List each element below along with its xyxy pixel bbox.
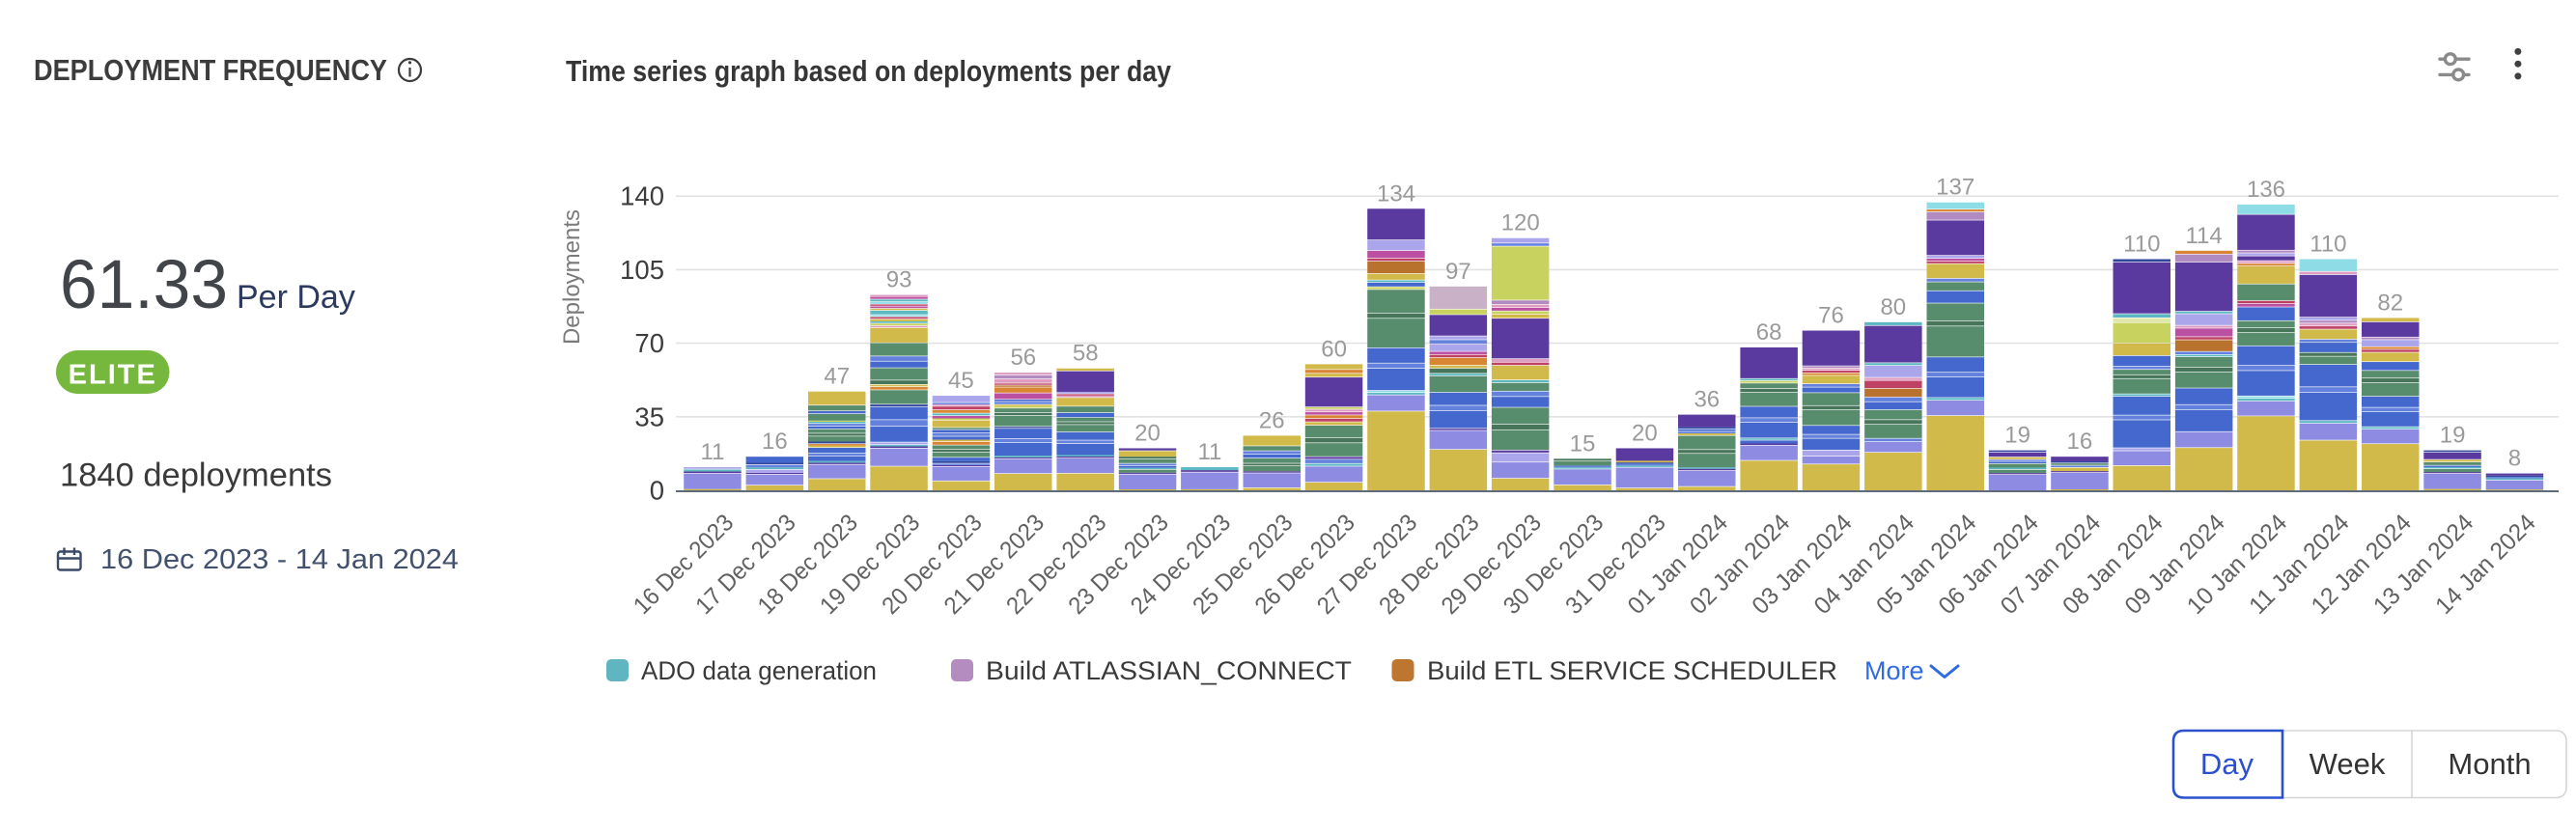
svg-text:110: 110 — [2123, 232, 2160, 258]
svg-text:47: 47 — [824, 364, 850, 390]
svg-text:58: 58 — [1073, 341, 1099, 367]
svg-text:110: 110 — [2310, 232, 2346, 258]
svg-text:8: 8 — [2508, 446, 2521, 472]
svg-text:Deployments: Deployments — [559, 209, 585, 345]
svg-text:20: 20 — [1632, 421, 1658, 447]
svg-text:61.33: 61.33 — [60, 247, 228, 323]
svg-text:ADO data generation: ADO data generation — [641, 656, 877, 685]
svg-text:70: 70 — [634, 328, 664, 358]
svg-text:56: 56 — [1010, 345, 1036, 371]
svg-text:Day: Day — [2200, 747, 2254, 781]
svg-text:82: 82 — [2377, 291, 2403, 317]
svg-text:26: 26 — [1259, 407, 1285, 433]
svg-text:45: 45 — [948, 368, 974, 394]
svg-text:20: 20 — [1134, 421, 1161, 447]
svg-text:Week: Week — [2310, 747, 2386, 781]
svg-text:Time series graph based on dep: Time series graph based on deployments p… — [566, 54, 1172, 88]
svg-text:16: 16 — [762, 429, 788, 455]
svg-text:134: 134 — [1377, 180, 1415, 207]
svg-text:ELITE: ELITE — [69, 360, 157, 391]
svg-text:105: 105 — [620, 255, 664, 285]
svg-text:76: 76 — [1818, 303, 1844, 329]
svg-text:68: 68 — [1756, 319, 1782, 346]
svg-text:Build ATLASSIAN_CONNECT: Build ATLASSIAN_CONNECT — [986, 656, 1352, 685]
svg-text:114: 114 — [2185, 223, 2222, 249]
svg-text:Per Day: Per Day — [237, 279, 355, 316]
svg-text:11: 11 — [701, 439, 725, 465]
svg-text:137: 137 — [1936, 175, 1974, 201]
svg-text:140: 140 — [620, 181, 664, 211]
svg-text:19: 19 — [2440, 423, 2466, 449]
svg-text:15: 15 — [1570, 430, 1596, 457]
svg-text:0: 0 — [650, 476, 664, 506]
svg-text:80: 80 — [1880, 294, 1906, 320]
svg-text:120: 120 — [1501, 210, 1540, 236]
svg-text:97: 97 — [1445, 259, 1471, 285]
svg-text:More: More — [1864, 656, 1924, 685]
svg-text:11: 11 — [1197, 439, 1221, 465]
svg-text:36: 36 — [1694, 387, 1720, 413]
svg-text:16 Dec 2023 - 14 Jan 2024: 16 Dec 2023 - 14 Jan 2024 — [100, 544, 459, 575]
svg-text:60: 60 — [1321, 336, 1347, 362]
svg-text:Month: Month — [2448, 747, 2531, 781]
svg-text:35: 35 — [634, 402, 664, 431]
svg-text:19: 19 — [2004, 423, 2030, 449]
svg-text:Build ETL SERVICE SCHEDULER: Build ETL SERVICE SCHEDULER — [1427, 656, 1837, 685]
svg-text:136: 136 — [2247, 177, 2285, 203]
svg-text:93: 93 — [886, 267, 912, 293]
svg-text:DEPLOYMENT FREQUENCY: DEPLOYMENT FREQUENCY — [34, 53, 387, 87]
svg-text:16: 16 — [2067, 429, 2093, 455]
svg-text:1840 deployments: 1840 deployments — [60, 457, 332, 494]
